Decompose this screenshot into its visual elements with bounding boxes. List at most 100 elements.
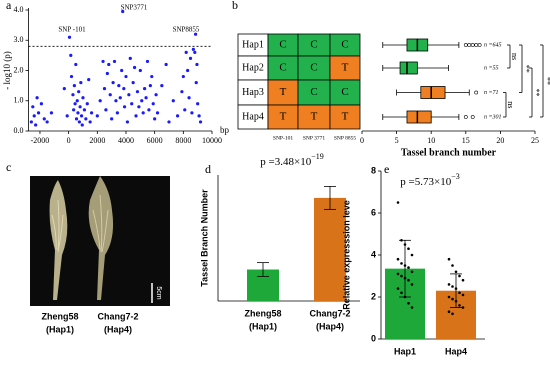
allele-cell: [329, 104, 361, 130]
point: [150, 74, 154, 79]
point: [130, 102, 134, 106]
x-tick-label: 15: [462, 136, 470, 145]
photo: 5cm c Zheng58 (Hap1) Chang7-2 (Hap4): [6, 160, 170, 334]
point: [396, 201, 400, 204]
point: [396, 257, 400, 261]
point: [403, 243, 407, 246]
point: [65, 114, 69, 118]
box: [399, 61, 418, 75]
annotation-exponent: −3: [451, 172, 460, 181]
point: [79, 81, 83, 85]
point: [461, 306, 465, 309]
point: [121, 9, 125, 14]
flier: [463, 115, 468, 119]
point: [134, 114, 138, 118]
point: [196, 102, 200, 106]
point: [124, 74, 128, 79]
point: [79, 114, 84, 118]
point: [72, 84, 76, 88]
point: [35, 96, 39, 100]
annotation-exponent: −19: [311, 152, 324, 161]
flier: [470, 115, 475, 119]
point: [141, 111, 145, 115]
point: [183, 108, 187, 112]
point: [120, 68, 124, 73]
point: [193, 50, 197, 54]
point: [122, 105, 127, 109]
point: [187, 96, 191, 100]
allele: C: [310, 62, 317, 74]
allele-cell: [297, 104, 331, 130]
flier: [474, 43, 479, 47]
point: [447, 295, 451, 299]
point: [98, 99, 102, 103]
panel-label: d: [205, 162, 211, 176]
point: [82, 108, 87, 112]
point: [461, 278, 465, 282]
point: [461, 293, 465, 297]
bar: [314, 197, 346, 301]
point: [451, 285, 454, 288]
point: [102, 87, 107, 91]
y-tick-label: 2.0: [14, 65, 24, 74]
flier: [463, 43, 468, 47]
y-axis-label: Relative expresssion leve: [341, 200, 351, 310]
point: [87, 77, 91, 82]
n-label: n =71: [484, 90, 499, 96]
point: [34, 123, 38, 127]
point: [198, 120, 203, 124]
point: [143, 87, 147, 91]
point: [67, 35, 72, 39]
point: [454, 270, 458, 274]
point: [160, 84, 164, 88]
photo-label: (Hap4): [104, 324, 132, 334]
significance: **: [522, 65, 531, 73]
x-tick-label: 20: [496, 136, 504, 145]
x-axis-label: Tassel branch number: [401, 147, 497, 158]
point: [95, 114, 99, 118]
y-tick-label: 8: [371, 165, 376, 175]
point: [458, 274, 461, 278]
point: [451, 312, 454, 316]
point: [175, 114, 180, 118]
point: [32, 114, 36, 118]
allele: T: [280, 111, 287, 123]
point: [195, 62, 199, 67]
point: [167, 120, 171, 124]
point: [135, 90, 140, 94]
allele-cell: [329, 55, 361, 81]
point: [403, 295, 407, 299]
row-label: Hap4: [242, 111, 264, 122]
x-tick-label: 0: [67, 136, 71, 145]
y-axis-label: Tassel Branch Number: [199, 189, 209, 287]
n-label: n =55: [484, 65, 499, 71]
point: [154, 93, 158, 97]
point: [108, 93, 112, 97]
ear-right: [88, 176, 114, 300]
allele: C: [279, 62, 286, 74]
point: [80, 123, 84, 127]
allele: C: [279, 39, 286, 51]
point: [410, 306, 414, 309]
x-tick-label: Hap1: [394, 346, 416, 356]
table-cell: [237, 55, 269, 81]
annotation: SNP -101: [58, 26, 86, 34]
point: [145, 59, 150, 64]
allele: T: [311, 111, 318, 123]
point: [403, 276, 407, 280]
point: [407, 266, 410, 269]
x-tick-label: 2000: [89, 136, 105, 145]
point: [114, 99, 118, 103]
y-tick-label: 4.0: [14, 5, 24, 14]
column-label: SNP-101: [273, 135, 293, 141]
n-label: n =645: [484, 41, 502, 48]
point: [69, 53, 73, 57]
x-tick-label: 5: [395, 136, 399, 145]
column-label: SNP 3771: [303, 135, 326, 141]
point: [127, 93, 131, 97]
point: [45, 120, 49, 124]
point: [151, 102, 155, 106]
point: [74, 117, 79, 121]
